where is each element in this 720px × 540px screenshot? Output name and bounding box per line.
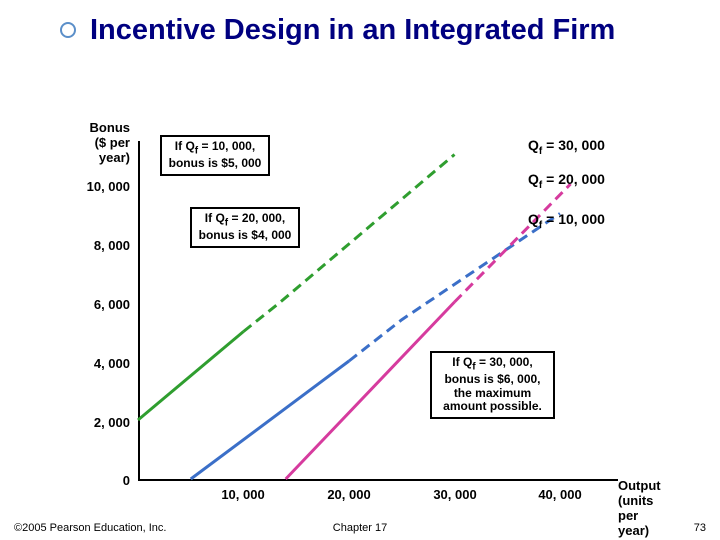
chart: Bonus ($ per year) 10, 000 8, 000 6, 000… — [60, 115, 660, 515]
xtick-20000: 20, 000 — [309, 487, 389, 502]
annotation-box-2: If Qf = 20, 000,bonus is $4, 000 — [190, 207, 300, 248]
title-bullet-icon — [60, 22, 76, 38]
qf-label-30000: Qf = 30, 000 — [528, 137, 605, 157]
footer-page: 73 — [694, 522, 706, 534]
qf-label-20000: Qf = 20, 000 — [528, 171, 605, 191]
page-title-wrap: Incentive Design in an Integrated Firm — [90, 14, 690, 47]
page-title: Incentive Design in an Integrated Firm — [90, 14, 690, 47]
xtick-10000: 10, 000 — [203, 487, 283, 502]
xtick-30000: 30, 000 — [415, 487, 495, 502]
xtick-40000: 40, 000 — [520, 487, 600, 502]
annotation-box-3: If Qf = 30, 000,bonus is $6, 000,the max… — [430, 351, 555, 419]
qf-label-10000: Qf = 10, 000 — [528, 211, 605, 231]
annotation-box-1: If Qf = 10, 000,bonus is $5, 000 — [160, 135, 270, 176]
footer-chapter: Chapter 17 — [0, 522, 720, 534]
